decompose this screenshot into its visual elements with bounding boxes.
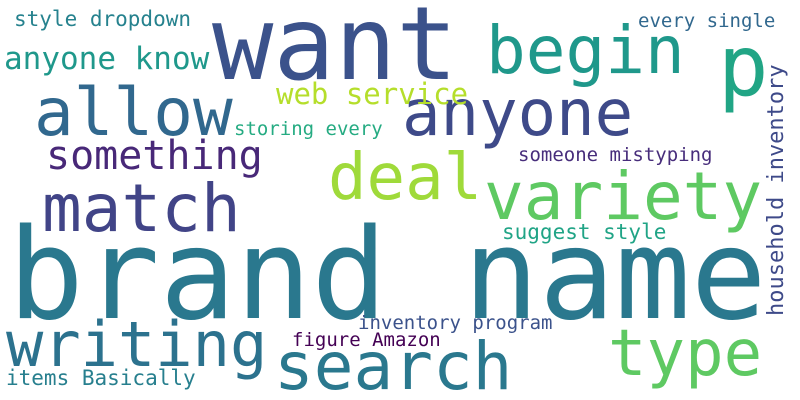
word-something: something (46, 133, 263, 179)
word-brand-name: brand name (8, 201, 767, 348)
word-allow: allow (34, 74, 233, 151)
word-deal: deal (328, 141, 483, 215)
word-type: type (608, 317, 763, 391)
word-begin: begin (486, 12, 685, 89)
word-suggest-style: suggest style (502, 220, 667, 244)
word-someone-mistyping: someone mistyping (518, 144, 713, 166)
word-household-inventory: household inventory (764, 64, 789, 316)
word-anyone: anyone (402, 77, 634, 151)
word-items-basically: items Basically (6, 366, 196, 390)
word-variety: variety (484, 158, 763, 235)
word-match: match (42, 170, 241, 247)
word-storing-every: storing every (234, 118, 383, 140)
word-search: search (274, 328, 513, 400)
word-figure-amazon: figure Amazon (292, 329, 441, 351)
word-web-service: web service (276, 77, 469, 111)
word-every-single: every single (638, 10, 776, 32)
word-style-dropdown: style dropdown (14, 7, 192, 31)
word-anyone-know: anyone know (4, 41, 210, 77)
word-writing: writing (6, 308, 268, 381)
word-p: p (718, 17, 769, 115)
word-want: want (212, 0, 458, 104)
word-inventory-program: inventory program (358, 312, 553, 334)
